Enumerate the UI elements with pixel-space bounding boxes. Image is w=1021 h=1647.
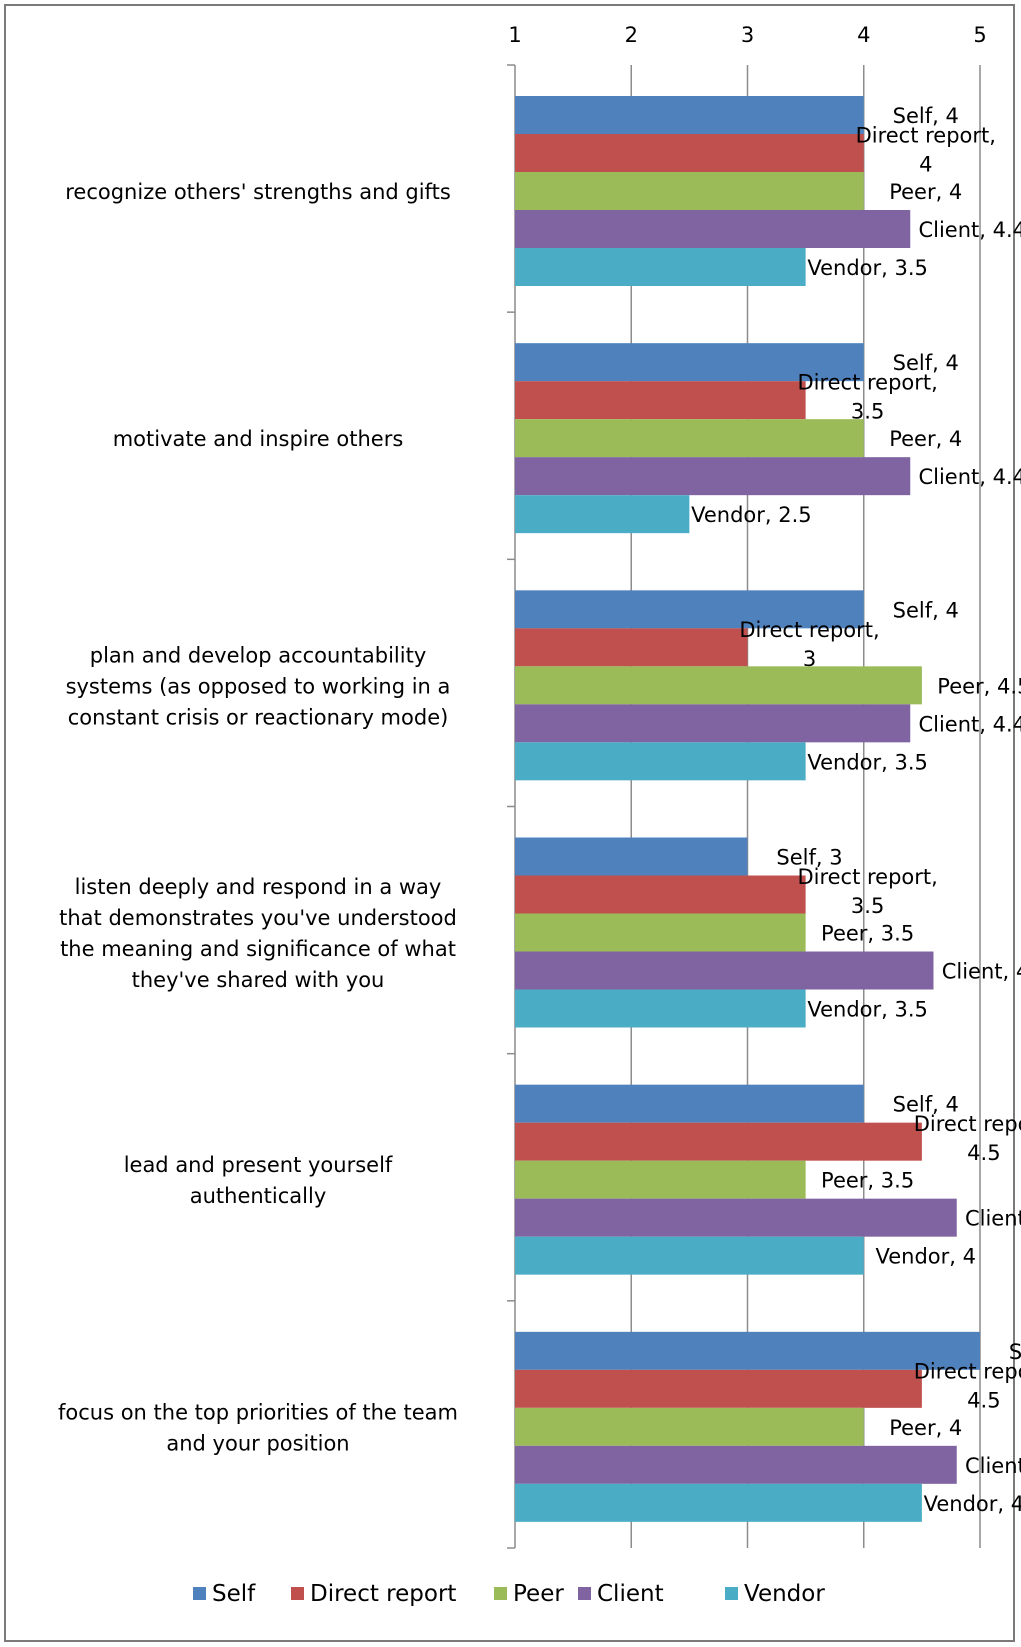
bar xyxy=(515,210,911,248)
data-label: Vendor, 3.5 xyxy=(807,998,928,1022)
data-label: Direct report, xyxy=(856,124,996,148)
x-tick-label: 4 xyxy=(857,23,870,47)
bar xyxy=(515,419,864,458)
data-label: Direct report, xyxy=(914,1359,1021,1383)
bar xyxy=(515,1122,922,1161)
data-label: Direct report, xyxy=(797,865,937,889)
bar xyxy=(515,742,806,781)
bar xyxy=(515,913,806,952)
bar xyxy=(515,343,864,382)
data-label: Vendor, 3.5 xyxy=(807,750,928,774)
data-label: Direct report, xyxy=(797,371,937,395)
data-label: Client, 4.4 xyxy=(918,218,1021,242)
bar xyxy=(515,134,864,172)
x-tick-label: 5 xyxy=(973,23,986,47)
data-label: Self, 4 xyxy=(893,351,959,375)
legend-swatch xyxy=(193,1587,206,1600)
data-label: 4.5 xyxy=(967,1141,1000,1165)
data-label: 3.5 xyxy=(851,894,884,918)
category-label: listen deeply and respond in a way xyxy=(75,875,442,899)
bar xyxy=(515,837,748,876)
bar xyxy=(515,1407,864,1446)
bar xyxy=(515,1236,864,1275)
x-tick-label: 1 xyxy=(508,23,521,47)
data-label: Self, 5 xyxy=(1009,1340,1021,1364)
bar xyxy=(515,951,934,990)
bar xyxy=(515,381,806,420)
bar xyxy=(515,248,806,286)
data-label: Peer, 4.5 xyxy=(937,674,1021,698)
data-label: Client, 4.4 xyxy=(918,465,1021,489)
data-label: Vendor, 2.5 xyxy=(691,503,812,527)
bar xyxy=(515,1483,922,1522)
chart-frame xyxy=(4,4,1015,1642)
data-label: Self, 4 xyxy=(893,598,959,622)
category-label: that demonstrates you've understood xyxy=(59,906,457,930)
bar xyxy=(515,875,806,914)
legend-swatch xyxy=(725,1587,738,1600)
legend-label: Direct report xyxy=(310,1581,456,1607)
data-label: Vendor, 4 xyxy=(876,1245,977,1269)
data-label: Peer, 3.5 xyxy=(821,1169,914,1193)
category-label: authentically xyxy=(190,1184,327,1208)
data-label: Client, 4.6 xyxy=(942,960,1021,984)
bar xyxy=(515,666,922,705)
category-label: they've shared with you xyxy=(132,968,385,992)
bar xyxy=(515,628,748,667)
bar xyxy=(515,1369,922,1408)
category-label: constant crisis or reactionary mode) xyxy=(68,705,449,729)
legend-swatch xyxy=(578,1587,591,1600)
data-label: Direct report, xyxy=(914,1112,1021,1136)
data-label: Client, 4.4 xyxy=(918,712,1021,736)
bar xyxy=(515,1084,864,1123)
bar xyxy=(515,1198,957,1237)
data-label: Client, 4.8 xyxy=(965,1454,1021,1478)
bar xyxy=(515,172,864,210)
category-label: motivate and inspire others xyxy=(113,427,404,451)
bar xyxy=(515,1445,957,1484)
category-label: the meaning and significance of what xyxy=(60,937,456,961)
legend-label: Self xyxy=(212,1581,256,1607)
legend-label: Client xyxy=(597,1581,664,1607)
data-label: Peer, 4 xyxy=(889,180,962,204)
data-label: Peer, 3.5 xyxy=(821,922,914,946)
data-label: Vendor, 3.5 xyxy=(807,256,928,280)
data-label: 4.5 xyxy=(967,1388,1000,1412)
bar xyxy=(515,704,911,743)
bar xyxy=(515,96,864,134)
data-label: Vendor, 4.5 xyxy=(924,1492,1021,1516)
data-label: Self, 4 xyxy=(893,104,959,128)
data-label: 4 xyxy=(919,153,932,177)
data-label: 3 xyxy=(803,647,816,671)
bar xyxy=(515,495,690,534)
category-label: plan and develop accountability xyxy=(90,643,427,667)
data-label: Client, 4.8 xyxy=(965,1207,1021,1231)
data-label: Peer, 4 xyxy=(889,1416,962,1440)
data-label: Peer, 4 xyxy=(889,427,962,451)
legend-swatch xyxy=(291,1587,304,1600)
data-label: Self, 4 xyxy=(893,1093,959,1117)
legend-swatch xyxy=(494,1587,507,1600)
bar xyxy=(515,1160,806,1199)
data-label: Self, 3 xyxy=(776,846,842,870)
data-label: Direct report, xyxy=(739,618,879,642)
legend-label: Vendor xyxy=(744,1581,825,1607)
bar xyxy=(515,1331,980,1370)
bar xyxy=(515,457,911,496)
category-label: lead and present yourself xyxy=(124,1153,393,1177)
category-label: systems (as opposed to working in a xyxy=(66,674,451,698)
bar xyxy=(515,989,806,1028)
category-label: focus on the top priorities of the team xyxy=(58,1400,458,1424)
x-tick-label: 3 xyxy=(741,23,754,47)
legend-label: Peer xyxy=(513,1581,564,1607)
x-tick-label: 2 xyxy=(625,23,638,47)
bar xyxy=(515,590,864,629)
category-label: recognize others' strengths and gifts xyxy=(65,180,451,204)
category-label: and your position xyxy=(166,1431,349,1455)
